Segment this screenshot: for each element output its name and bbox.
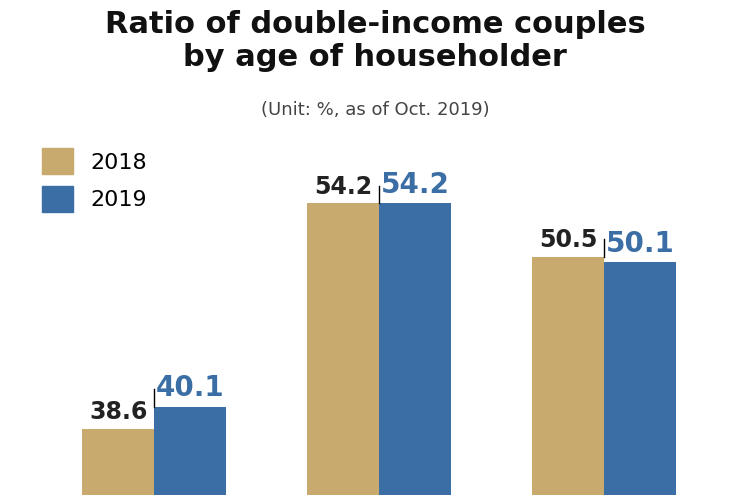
Text: 50.5: 50.5 xyxy=(538,228,597,252)
Text: 40.1: 40.1 xyxy=(156,375,225,402)
Bar xyxy=(82,429,154,495)
Text: 38.6: 38.6 xyxy=(89,400,148,424)
Bar xyxy=(308,203,380,495)
Text: Ratio of double-income couples
by age of householder: Ratio of double-income couples by age of… xyxy=(104,10,645,72)
Text: 54.2: 54.2 xyxy=(314,175,372,198)
Bar xyxy=(604,262,676,495)
Bar xyxy=(532,256,604,495)
Bar xyxy=(380,203,451,495)
Legend: 2018, 2019: 2018, 2019 xyxy=(42,148,147,212)
Text: 50.1: 50.1 xyxy=(605,230,674,258)
Bar xyxy=(154,407,226,495)
Text: (Unit: %, as of Oct. 2019): (Unit: %, as of Oct. 2019) xyxy=(261,101,489,119)
Text: 54.2: 54.2 xyxy=(381,171,449,198)
